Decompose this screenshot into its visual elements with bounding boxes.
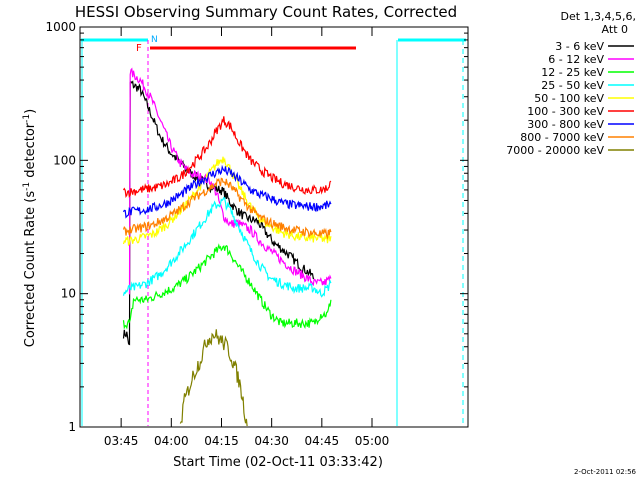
y-axis: 1 10 100 1000 — [45, 20, 468, 434]
chart-title: HESSI Observing Summary Count Rates, Cor… — [75, 3, 457, 21]
x-tick-label: 03:45 — [104, 434, 139, 448]
y-axis-label-exp2: -1 — [22, 114, 32, 123]
legend-entry-label: 100 - 300 keV — [527, 105, 604, 118]
series-line — [122, 80, 315, 346]
y-tick-label: 1000 — [45, 20, 76, 34]
y-axis-label-part3: ) — [23, 109, 38, 114]
flag-f-label: F — [136, 43, 142, 54]
y-tick-label: 100 — [53, 153, 76, 167]
series-line — [128, 67, 332, 295]
legend-entry-label: 25 - 50 keV — [541, 79, 604, 92]
flag-n-label: N — [151, 35, 158, 45]
legend-entry-label: 7000 - 20000 keV — [506, 144, 604, 157]
y-axis-label-part2: detector — [23, 122, 38, 182]
legend-entry-label: 300 - 800 keV — [527, 118, 604, 131]
timestamp-stamp: 2-Oct-2011 02:56 — [574, 468, 637, 476]
x-tick-label: 04:00 — [154, 434, 189, 448]
y-axis-label-exp1: -1 — [22, 182, 32, 191]
y-axis-label: Corrected Count Rate (s-1 detector-1) — [22, 109, 38, 347]
series-line — [122, 164, 332, 219]
y-tick-label: 10 — [61, 287, 76, 301]
x-tick-label: 05:00 — [355, 434, 390, 448]
plot-frame — [79, 26, 469, 428]
legend-entry-label: 50 - 100 keV — [534, 92, 604, 105]
series-line — [179, 329, 248, 426]
legend-entry-label: 3 - 6 keV — [555, 40, 604, 53]
legend-header-2: Att 0 — [602, 23, 628, 36]
x-axis: 03:45 04:00 04:15 04:30 04:45 05:00 — [104, 27, 389, 448]
series-line — [122, 156, 332, 247]
y-axis-label-part1: Corrected Count Rate (s — [23, 191, 38, 348]
y-tick-label: 1 — [68, 420, 76, 434]
series-line — [122, 116, 332, 198]
x-tick-label: 04:30 — [254, 434, 289, 448]
legend-entry-label: 6 - 12 keV — [548, 53, 604, 66]
legend-entry-label: 800 - 7000 keV — [520, 131, 604, 144]
attenuator-markers: F N — [81, 35, 466, 426]
legend-header-1: Det 1,3,4,5,6, — [560, 10, 636, 23]
series-line — [122, 196, 332, 298]
series-line — [122, 177, 332, 241]
x-tick-label: 04:15 — [204, 434, 239, 448]
x-axis-label: Start Time (02-Oct-11 03:33:42) — [173, 455, 383, 470]
x-tick-label: 04:45 — [305, 434, 340, 448]
series-layer — [122, 67, 332, 426]
series-line — [122, 243, 332, 330]
legend-entry-label: 12 - 25 keV — [541, 66, 604, 79]
